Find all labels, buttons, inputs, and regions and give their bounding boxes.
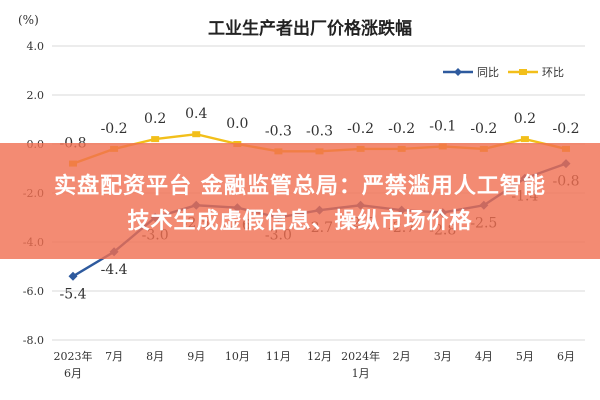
data-label-mom: -0.3 xyxy=(306,123,333,139)
x-tick-label: 12月 xyxy=(307,350,332,363)
x-tick-label: 4月 xyxy=(475,350,493,363)
data-point-mom xyxy=(151,136,160,143)
data-label-mom: -0.3 xyxy=(265,123,292,139)
x-tick-label: 9月 xyxy=(187,350,205,363)
x-tick-label: 10月 xyxy=(225,350,250,363)
banner-headline-line1[interactable]: 实盘配资平台 金融监管总局：严禁滥用人工智能 xyxy=(54,174,546,199)
x-tick-label: 2023年 6月 xyxy=(54,349,93,380)
legend: 同比 环比 xyxy=(443,66,564,79)
data-label-yoy: -5.4 xyxy=(60,286,87,302)
x-tick-label: 6月 xyxy=(557,350,575,363)
x-tick-label: 3月 xyxy=(434,350,452,363)
data-label-mom: -0.2 xyxy=(388,121,415,137)
data-point-mom xyxy=(520,136,529,143)
x-tick-label: 7月 xyxy=(105,350,123,363)
data-label-mom: 0.4 xyxy=(185,106,207,122)
data-point-mom xyxy=(192,131,201,138)
banner-headline-line2[interactable]: 技术生成虚假信息、操纵市场价格 xyxy=(127,209,473,234)
data-label-yoy: -4.4 xyxy=(101,262,128,278)
x-tick-label: 5月 xyxy=(516,350,534,363)
data-label-mom: -0.1 xyxy=(429,118,456,134)
x-tick-label: 8月 xyxy=(146,350,164,363)
data-point-yoy xyxy=(68,271,78,281)
legend-label: 同比 xyxy=(477,66,499,79)
data-label-mom: 0.0 xyxy=(226,116,248,132)
data-label-mom: -0.2 xyxy=(553,121,580,137)
y-axis-unit: (%) xyxy=(18,13,39,27)
y-tick-label: 2.0 xyxy=(27,89,45,102)
legend-label: 环比 xyxy=(542,66,564,79)
x-tick-label: 2024年 1月 xyxy=(341,349,380,380)
data-label-mom: -0.2 xyxy=(101,121,128,137)
y-tick-label: -6.0 xyxy=(23,285,44,298)
data-label-mom: -0.2 xyxy=(470,121,497,137)
x-tick-label: 11月 xyxy=(266,350,291,363)
news-banner-overlay[interactable] xyxy=(0,143,600,259)
data-label-mom: 0.2 xyxy=(144,111,166,127)
data-label-mom: -0.2 xyxy=(347,121,374,137)
legend-marker xyxy=(454,68,462,76)
y-tick-label: -8.0 xyxy=(23,334,44,347)
chart-title: 工业生产者出厂价格涨跌幅 xyxy=(208,18,412,39)
x-tick-label: 2月 xyxy=(393,350,411,363)
y-tick-label: 4.0 xyxy=(27,40,45,53)
legend-marker xyxy=(519,69,527,75)
data-label-mom: 0.2 xyxy=(514,111,536,127)
